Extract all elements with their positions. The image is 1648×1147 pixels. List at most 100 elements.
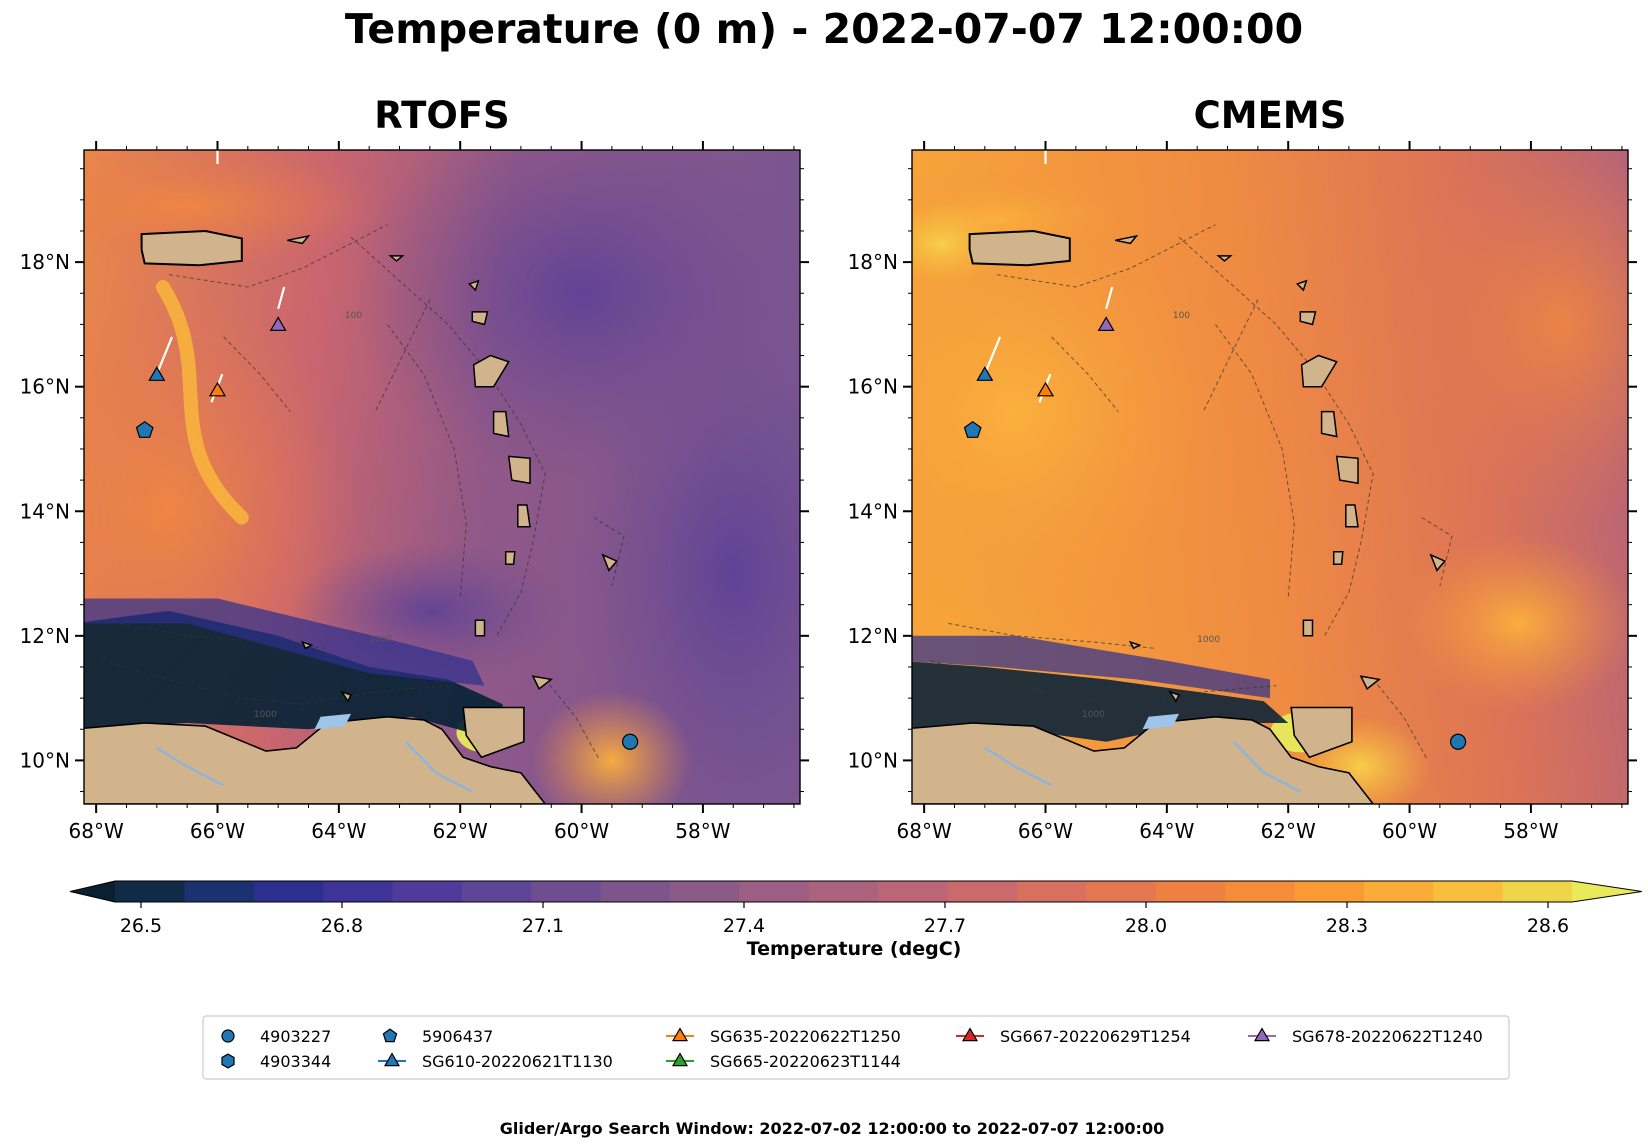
legend-label: 4903344	[260, 1052, 331, 1071]
south-america-land	[912, 715, 1375, 804]
y-tick-label: 18°N	[20, 250, 70, 274]
island-land	[471, 311, 489, 326]
isobath-line	[350, 236, 546, 637]
river	[404, 740, 473, 793]
isobath-line	[223, 336, 291, 412]
island-land	[1299, 311, 1317, 326]
legend-frame	[202, 1015, 1510, 1080]
island-land	[1332, 550, 1344, 565]
island-land	[1128, 640, 1142, 650]
legend-marker	[671, 1027, 689, 1042]
isobath-line	[930, 660, 1277, 705]
colorbar-tick-label: 26.8	[321, 915, 363, 937]
island-land	[1302, 619, 1314, 637]
island-land	[504, 550, 516, 565]
x-tick-label: 68°W	[897, 819, 952, 843]
isobath-line	[1372, 679, 1429, 761]
trinidad-land	[1290, 706, 1353, 759]
legend-item: SG610-20220621T1130	[378, 1052, 613, 1071]
colorbar-level	[739, 881, 810, 902]
isobath-line	[996, 224, 1216, 288]
x-tick-label: 60°W	[1382, 819, 1437, 843]
island-land	[1429, 553, 1447, 572]
island-land	[1335, 455, 1359, 485]
temperature-colorbar: 26.5 26.8 27.1 27.4 27.7 28.0 28.3 28.6	[69, 880, 1643, 937]
colorbar-level	[1363, 881, 1434, 902]
platform-marker	[269, 316, 287, 331]
colorbar-tick-label: 27.1	[522, 915, 564, 937]
colorbar-level	[1433, 881, 1504, 902]
island-land	[472, 354, 510, 388]
south-america-land	[84, 715, 547, 804]
legend-label: SG678-20220622T1240	[1292, 1027, 1483, 1046]
colorbar-level	[1225, 881, 1296, 902]
island-land	[474, 619, 486, 637]
glider-track	[155, 336, 174, 375]
isobath-line	[948, 622, 1155, 649]
platform-marker	[135, 420, 154, 438]
platform-marker	[963, 420, 982, 438]
x-tick-label: 64°W	[311, 819, 366, 843]
glider-track	[983, 336, 1002, 375]
puerto-rico-land	[140, 229, 243, 267]
isobath-label: 1000	[369, 635, 392, 645]
island-land	[1345, 504, 1359, 528]
legend-marker	[961, 1027, 979, 1042]
legend-item: SG678-20220622T1240	[1248, 1027, 1483, 1046]
y-tick-label: 10°N	[848, 748, 898, 772]
x-tick-label: 66°W	[1018, 819, 1073, 843]
y-tick-label: 16°N	[848, 375, 898, 399]
y-tick-label: 12°N	[848, 624, 898, 648]
legend-marker	[221, 1053, 235, 1069]
colorbar-extend-max	[1572, 881, 1642, 902]
y-tick-label: 14°N	[848, 499, 898, 523]
colorbar-level	[808, 881, 879, 902]
river	[1232, 740, 1301, 793]
platform-marker	[148, 366, 166, 381]
colorbar-level	[531, 881, 602, 902]
island-land	[287, 234, 311, 245]
y-tick-label: 14°N	[20, 499, 70, 523]
puerto-rico-land	[968, 229, 1071, 267]
colorbar-extend-min	[70, 881, 115, 902]
y-tick-label: 18°N	[848, 250, 898, 274]
legend-label: 5906437	[422, 1027, 493, 1046]
legend-marker	[383, 1052, 401, 1067]
isobath-label: 1000	[1197, 635, 1220, 645]
legend-item: SG635-20220622T1250	[666, 1027, 901, 1046]
legend-marker	[1253, 1027, 1271, 1042]
island-land	[1359, 675, 1382, 690]
colorbar-level	[323, 881, 394, 902]
glider-track	[1105, 286, 1114, 310]
colorbar-level	[461, 881, 532, 902]
search-window-footer: Glider/Argo Search Window: 2022-07-02 12…	[500, 1119, 1164, 1138]
colorbar-label: Temperature (degC)	[747, 938, 962, 960]
colorbar-tick-label: 28.3	[1326, 915, 1368, 937]
x-tick-label: 60°W	[554, 819, 609, 843]
x-tick-label: 68°W	[69, 819, 124, 843]
map-frame	[911, 149, 1629, 805]
panel-title: RTOFS	[374, 94, 509, 137]
isobath-line	[1421, 517, 1453, 587]
legend-item: 4903227	[221, 1027, 331, 1046]
colorbar-level	[1017, 881, 1087, 902]
platform-marker	[1450, 733, 1467, 750]
x-tick-label: 64°W	[1139, 819, 1194, 843]
legend-label: SG610-20220621T1130	[422, 1052, 613, 1071]
river	[156, 746, 225, 787]
island-land	[517, 504, 531, 528]
colorbar-tick-label: 26.5	[120, 915, 162, 937]
platform-marker	[976, 366, 994, 381]
legend-item: 4903344	[221, 1052, 331, 1071]
x-tick-label: 58°W	[1503, 819, 1558, 843]
colorbar-tick-label: 28.0	[1125, 915, 1167, 937]
colorbar-level	[600, 881, 671, 902]
colorbar-tick-label: 28.6	[1527, 915, 1569, 937]
y-tick-label: 10°N	[20, 748, 70, 772]
colorbar-level	[253, 881, 324, 902]
isobath-line	[168, 224, 388, 288]
legend-label: 4903227	[260, 1027, 331, 1046]
trinidad-land	[462, 706, 525, 759]
island-land	[467, 279, 480, 292]
map-frame	[83, 149, 801, 805]
